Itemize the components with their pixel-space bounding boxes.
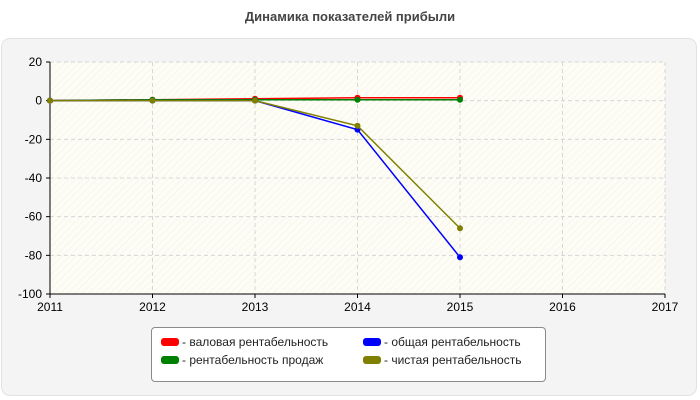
data-point: [47, 97, 53, 104]
y-tick-label: -20: [25, 132, 43, 146]
x-tick-label: 2013: [242, 300, 269, 314]
legend-label-sales-margin: - рентабельность продаж: [182, 353, 324, 367]
data-point: [149, 97, 156, 104]
data-point: [457, 225, 463, 232]
legend-item-total-margin[interactable]: - общая рентабельность: [363, 335, 521, 349]
series-3: [47, 97, 463, 232]
y-tick-label: 20: [29, 55, 43, 69]
data-point: [252, 97, 258, 104]
y-tick-label: -80: [25, 248, 43, 262]
legend-swatch-total-margin: [363, 338, 381, 346]
data-point: [457, 96, 463, 103]
legend-swatch-net-margin: [363, 356, 381, 364]
data-point: [354, 122, 361, 129]
legend-item-sales-margin[interactable]: - рентабельность продаж: [161, 353, 323, 367]
legend-label-gross-margin: - валовая рентабельность: [182, 335, 329, 349]
legend-label-total-margin: - общая рентабельность: [384, 335, 521, 349]
data-point: [457, 254, 463, 261]
y-tick-label: -100: [18, 287, 42, 301]
series-group: [47, 94, 463, 261]
x-tick-label: 2011: [37, 300, 63, 314]
legend-swatch-gross-margin: [161, 338, 179, 346]
y-tick-label: -40: [25, 171, 43, 185]
x-tick-label: 2017: [652, 300, 679, 314]
x-tick-label: 2015: [447, 300, 474, 314]
legend-label-net-margin: - чистая рентабельность: [384, 353, 522, 367]
x-tick-label: 2016: [549, 300, 576, 314]
y-tick-label: 0: [35, 94, 42, 108]
data-point: [354, 96, 361, 103]
legend-item-net-margin[interactable]: - чистая рентабельность: [363, 353, 521, 367]
y-axis-ticks: 20 0 -20 -40 -60 -80 -100: [18, 55, 50, 301]
x-tick-label: 2012: [139, 300, 166, 314]
legend-swatch-sales-margin: [161, 356, 179, 364]
x-tick-label: 2014: [344, 300, 371, 314]
x-axis-ticks: 2011 2012 2013 2014 2015 2016 2017: [37, 294, 679, 314]
legend: - валовая рентабельность - общая рентабе…: [151, 327, 546, 382]
chart-title: Динамика показателей прибыли: [244, 9, 456, 24]
legend-item-gross-margin[interactable]: - валовая рентабельность: [161, 335, 328, 349]
y-tick-label: -60: [25, 210, 43, 224]
